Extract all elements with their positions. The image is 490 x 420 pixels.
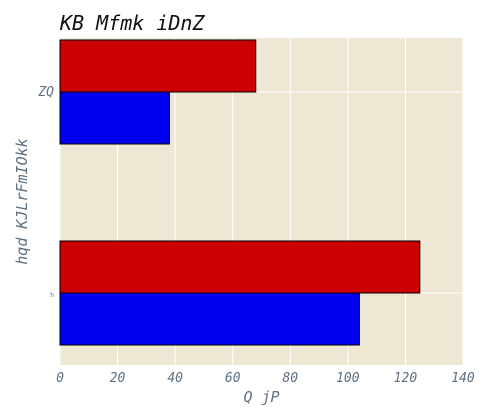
bar <box>59 292 360 346</box>
x-tick-label: 120 <box>394 371 418 386</box>
bar <box>59 39 257 93</box>
x-tick-label: 20 <box>110 371 126 386</box>
category-labels: ZQ h <box>37 85 54 299</box>
category-label: h <box>50 292 54 299</box>
chart-title: KB Mfmk iDnZ <box>59 11 205 35</box>
x-tick-label: 0 <box>56 371 64 386</box>
x-tick-label: 60 <box>225 371 241 386</box>
x-tick-label: 140 <box>451 371 475 386</box>
x-tick-label: 100 <box>336 371 360 386</box>
x-tick-label: 80 <box>282 371 298 386</box>
bars <box>59 39 421 346</box>
category-label: ZQ <box>37 85 54 100</box>
y-axis-label: hqd KJLrFmIOkk <box>13 138 31 264</box>
bar <box>59 91 170 145</box>
bar <box>59 240 421 294</box>
x-tick-labels: 0 20 40 60 80 100 120 140 <box>56 371 475 386</box>
x-axis-label: Q jP <box>243 388 279 406</box>
x-tick-label: 40 <box>167 371 183 386</box>
